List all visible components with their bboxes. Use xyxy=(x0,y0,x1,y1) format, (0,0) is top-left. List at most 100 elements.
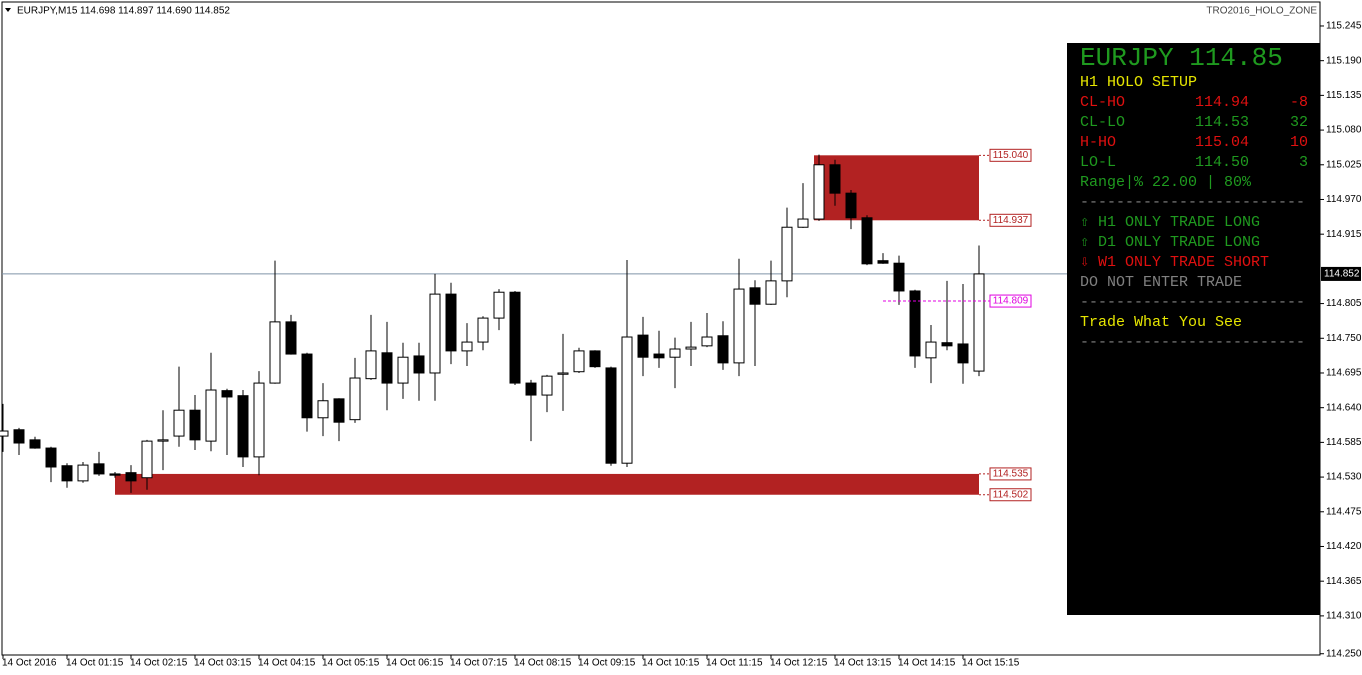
candle-body xyxy=(749,287,761,305)
candle-body xyxy=(349,377,361,421)
separator: ------------------------- xyxy=(1080,294,1305,311)
candle-body xyxy=(781,226,793,282)
zone-label: 114.937 xyxy=(993,215,1029,226)
y-tick-label: 114.915 xyxy=(1326,229,1362,240)
candle-body xyxy=(877,260,889,264)
candle-body xyxy=(237,395,249,458)
candle-body xyxy=(381,352,393,384)
candle-body xyxy=(797,218,809,228)
y-tick-label: 114.805 xyxy=(1326,298,1362,309)
zone xyxy=(115,473,979,495)
candle-body xyxy=(141,440,153,479)
candle-body xyxy=(573,350,585,373)
y-tick-label: 115.245 xyxy=(1326,21,1362,32)
candle-body xyxy=(61,465,73,482)
candle-body xyxy=(637,334,649,358)
warning: DO NOT ENTER TRADE xyxy=(1080,274,1242,291)
separator: ------------------------- xyxy=(1080,334,1305,351)
y-tick-label: 114.420 xyxy=(1326,541,1362,552)
candle-body xyxy=(365,350,377,380)
candle-body xyxy=(29,439,41,449)
x-tick-label: 14 Oct 03:15 xyxy=(194,658,252,669)
candle-body xyxy=(973,273,985,372)
y-tick-label: 115.135 xyxy=(1326,90,1362,101)
last-price-box xyxy=(1321,266,1361,281)
marker-label-box xyxy=(989,294,1032,308)
y-tick-label: 115.025 xyxy=(1326,159,1362,170)
candle-body xyxy=(653,353,665,359)
y-tick-label: 114.365 xyxy=(1326,576,1362,587)
candle-body xyxy=(669,348,681,358)
row-value: 114.50 xyxy=(1195,154,1249,171)
zone-label: 115.040 xyxy=(993,150,1029,161)
motto: Trade What You See xyxy=(1080,314,1242,331)
candle-body xyxy=(317,400,329,419)
candle-body xyxy=(605,367,617,464)
candle-body xyxy=(333,398,345,423)
candle-body xyxy=(909,290,921,357)
symbol: EURJPY,M15 xyxy=(17,6,78,17)
indicator-name: TRO2016_HOLO_ZONE xyxy=(1206,6,1317,17)
range: Range|% 22.00 | 80% xyxy=(1080,174,1252,191)
y-tick-label: 114.750 xyxy=(1326,333,1362,344)
x-tick-label: 14 Oct 15:15 xyxy=(962,658,1020,669)
row-value: 115.04 xyxy=(1195,134,1249,151)
zone-label-box xyxy=(989,488,1032,502)
y-tick-label: 114.310 xyxy=(1326,611,1362,622)
candle-body xyxy=(493,291,505,319)
row-label: CL-LO xyxy=(1080,114,1125,131)
candle-body xyxy=(861,217,873,265)
y-tick-label: 115.190 xyxy=(1326,55,1362,66)
y-tick-label: 114.530 xyxy=(1326,472,1362,483)
candle-body xyxy=(13,429,25,444)
candle-body xyxy=(189,409,201,441)
candle-body xyxy=(941,342,953,347)
candle-body xyxy=(925,341,937,359)
x-tick-label: 14 Oct 12:15 xyxy=(770,658,828,669)
x-tick-label: 14 Oct 06:15 xyxy=(386,658,444,669)
x-tick-label: 14 Oct 04:15 xyxy=(258,658,316,669)
row-diff: 32 xyxy=(1290,114,1308,131)
candle-body xyxy=(397,356,409,384)
ohlc: 114.698 114.897 114.690 114.852 xyxy=(80,6,230,17)
y-tick-label: 114.640 xyxy=(1326,402,1362,413)
candle-body xyxy=(717,335,729,364)
y-tick-label: 114.585 xyxy=(1326,437,1362,448)
candle-body xyxy=(477,317,489,343)
row-label: LO-L xyxy=(1080,154,1116,171)
candle-body xyxy=(445,293,457,352)
zone xyxy=(814,155,979,221)
candle-body xyxy=(685,346,697,350)
candle-body xyxy=(589,350,601,368)
signal: ⇩ W1 ONLY TRADE SHORT xyxy=(1080,254,1269,271)
marker-label: 114.809 xyxy=(993,296,1029,307)
x-tick-label: 14 Oct 02:15 xyxy=(130,658,188,669)
candle-body xyxy=(269,321,281,384)
y-tick-label: 114.695 xyxy=(1326,368,1362,379)
candle-body xyxy=(173,409,185,437)
candle-body xyxy=(765,280,777,305)
candle-body xyxy=(461,341,473,352)
x-tick-label: 14 Oct 14:15 xyxy=(898,658,956,669)
candle-body xyxy=(525,382,537,396)
last-price-label: 114.852 xyxy=(1324,269,1360,280)
row-value: 114.94 xyxy=(1195,94,1249,111)
row-label: CL-HO xyxy=(1080,94,1125,111)
row-value: 114.53 xyxy=(1195,114,1249,131)
candle-body xyxy=(893,262,905,292)
panel-title: EURJPY 114.85 xyxy=(1080,43,1283,73)
candle-body xyxy=(813,164,825,220)
x-tick-label: 14 Oct 08:15 xyxy=(514,658,572,669)
x-tick-label: 14 Oct 13:15 xyxy=(834,658,892,669)
zone-label-box xyxy=(989,213,1032,227)
zone-label: 114.535 xyxy=(993,469,1029,480)
signal: ⇧ H1 ONLY TRADE LONG xyxy=(1080,214,1260,231)
candle-body xyxy=(93,463,105,475)
candle-body xyxy=(285,321,297,355)
x-tick-label: 14 Oct 10:15 xyxy=(642,658,700,669)
candle-body xyxy=(733,288,745,364)
y-tick-label: 114.250 xyxy=(1326,648,1362,659)
row-diff: -8 xyxy=(1290,94,1308,111)
candle-body xyxy=(621,336,633,464)
